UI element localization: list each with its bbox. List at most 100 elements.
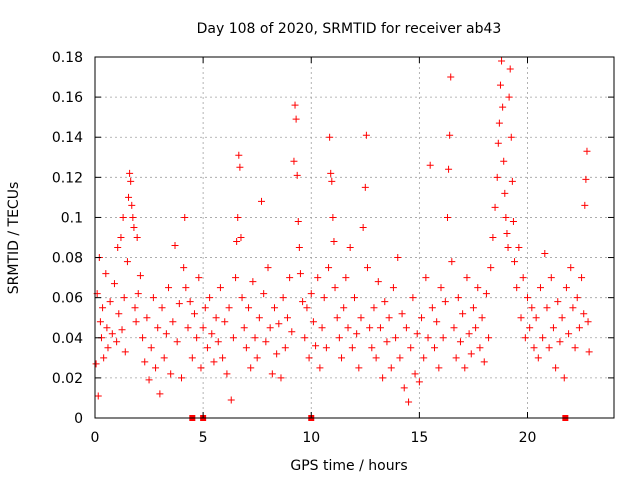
data-point: [431, 344, 439, 352]
data-point: [152, 364, 160, 372]
data-point: [346, 244, 354, 252]
data-point: [418, 314, 426, 322]
y-tick-label: 0.16: [52, 90, 83, 106]
data-point: [106, 298, 114, 306]
data-point: [573, 294, 581, 302]
data-point: [452, 354, 460, 362]
data-point: [456, 338, 464, 346]
data-point: [281, 344, 289, 352]
data-point: [355, 364, 363, 372]
data-point: [94, 392, 102, 400]
data-point: [439, 334, 447, 342]
data-point: [301, 334, 309, 342]
data-point: [383, 338, 391, 346]
data-point: [175, 300, 183, 308]
data-point: [162, 330, 170, 338]
data-point: [251, 334, 259, 342]
data-point: [541, 250, 549, 258]
data-point: [476, 344, 484, 352]
data-point: [114, 244, 122, 252]
data-point: [567, 264, 575, 272]
data-point: [277, 374, 285, 382]
data-point: [303, 304, 311, 312]
data-point: [526, 324, 534, 332]
data-point: [409, 294, 417, 302]
data-point: [199, 324, 207, 332]
data-point: [305, 354, 313, 362]
data-point: [528, 304, 536, 312]
data-point: [253, 354, 261, 362]
y-axis-ticks: 0 0.02 0.04 0.06 0.08 0.1 0.12 0.14 0.16 0.18: [52, 50, 614, 427]
data-point: [290, 157, 298, 165]
data-point: [223, 370, 231, 378]
data-point: [156, 390, 164, 398]
x-axis-ticks: 0 5 10 15 20: [91, 57, 536, 446]
data-point: [180, 264, 188, 272]
data-point: [405, 398, 413, 406]
data-point: [225, 304, 233, 312]
data-point: [113, 338, 121, 346]
data-point: [480, 358, 488, 366]
y-tick-label: 0.06: [52, 291, 83, 307]
data-point: [314, 274, 322, 282]
data-point: [560, 374, 568, 382]
data-point: [467, 350, 475, 358]
data-point: [547, 274, 555, 282]
data-point: [530, 344, 538, 352]
x-tick-label: 5: [199, 430, 208, 446]
data-point: [507, 133, 515, 141]
data-point: [236, 163, 244, 171]
data-point: [121, 348, 129, 356]
data-point: [295, 244, 303, 252]
data-points: [92, 57, 593, 406]
data-point: [129, 213, 137, 221]
data-point: [437, 284, 445, 292]
data-point: [258, 197, 266, 205]
data-point: [556, 338, 564, 346]
data-point: [143, 314, 151, 322]
data-point: [145, 376, 153, 384]
data-point: [465, 330, 473, 338]
data-point: [351, 294, 358, 302]
data-point: [291, 101, 299, 109]
data-point: [362, 131, 370, 139]
data-point: [491, 203, 499, 211]
data-point: [517, 314, 525, 322]
data-point: [447, 73, 455, 81]
data-point: [340, 304, 348, 312]
data-point: [326, 133, 334, 141]
data-point: [389, 284, 397, 292]
data-point: [424, 334, 432, 342]
data-point: [448, 258, 456, 266]
data-point: [433, 318, 441, 326]
data-point: [485, 334, 493, 342]
y-tick-label: 0.18: [52, 50, 83, 66]
data-point: [167, 370, 175, 378]
plot-frame: [94, 56, 615, 419]
data-point: [210, 358, 218, 366]
data-point: [154, 324, 162, 332]
data-point: [539, 334, 547, 342]
data-point: [463, 274, 471, 282]
data-point: [331, 284, 339, 292]
data-point: [127, 177, 135, 185]
data-point: [387, 364, 395, 372]
data-point: [450, 324, 458, 332]
data-point: [327, 169, 335, 177]
data-point: [316, 364, 324, 372]
data-point: [255, 314, 263, 322]
data-point: [562, 284, 570, 292]
data-point: [413, 330, 421, 338]
data-point: [472, 324, 480, 332]
data-point: [565, 330, 573, 338]
data-point: [554, 298, 562, 306]
data-point: [426, 161, 434, 169]
data-point: [296, 270, 304, 278]
data-point: [286, 274, 294, 282]
data-point: [396, 354, 404, 362]
data-point: [240, 324, 248, 332]
data-point: [126, 169, 134, 177]
data-point: [318, 324, 326, 332]
data-point: [100, 354, 108, 362]
data-point: [227, 396, 235, 404]
